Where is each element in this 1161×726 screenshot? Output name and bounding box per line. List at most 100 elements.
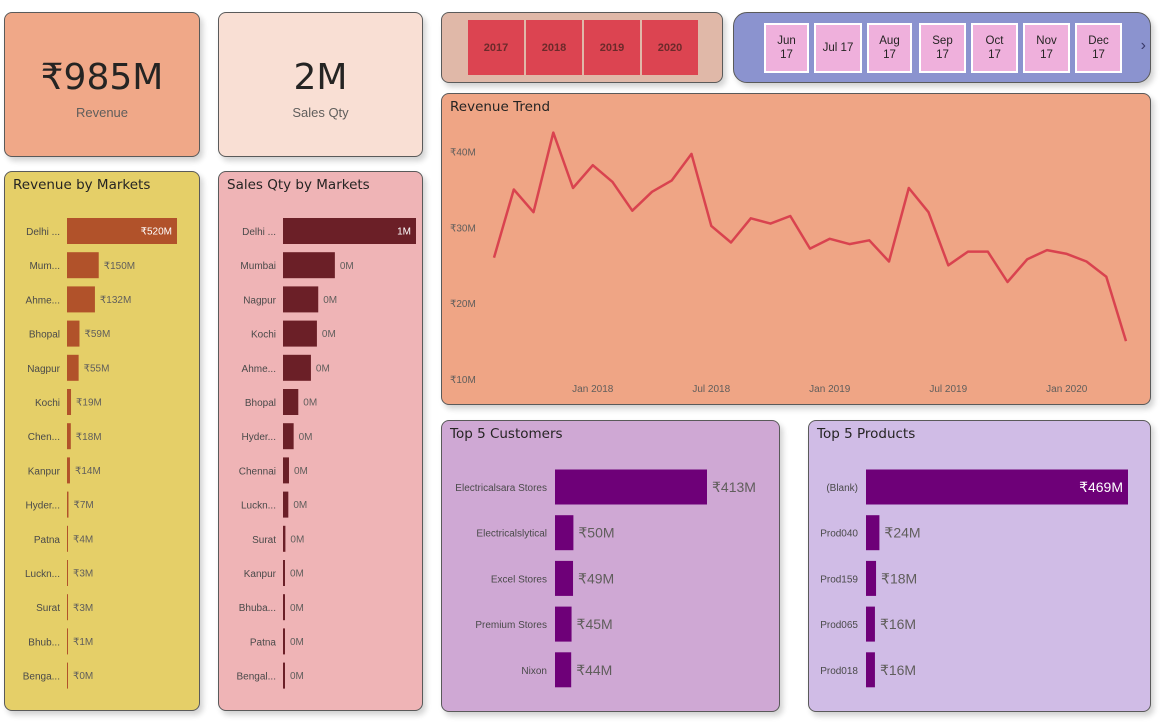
bar[interactable] (866, 652, 875, 688)
trend-point[interactable] (866, 237, 872, 243)
month-button-jun[interactable]: Jun 17 (764, 23, 809, 73)
category-label: Nagpur (243, 295, 276, 306)
year-button-2019[interactable]: 2019 (584, 20, 640, 75)
trend-point[interactable] (807, 246, 813, 252)
top5-customers-chart: Electricalsara Stores ₹413M Electricalslyt… (455, 469, 756, 688)
year-button-2018[interactable]: 2018 (526, 20, 582, 75)
trend-point[interactable] (590, 162, 596, 168)
bar[interactable] (555, 560, 574, 596)
trend-point[interactable] (649, 189, 655, 195)
bar[interactable] (283, 218, 416, 244)
bar[interactable] (555, 652, 572, 688)
category-label: Bhopal (29, 330, 60, 341)
trend-point[interactable] (1005, 279, 1011, 285)
bar[interactable] (67, 457, 70, 484)
bar[interactable] (67, 389, 72, 415)
trend-point[interactable] (827, 236, 833, 242)
trend-point[interactable] (629, 208, 635, 214)
year-button-2017[interactable]: 2017 (468, 20, 524, 75)
category-label: Patna (250, 637, 277, 648)
trend-point[interactable] (1103, 274, 1109, 280)
bar[interactable] (67, 423, 71, 450)
revenue-by-markets-chart: Delhi ... ₹520M Mum... ₹150M Ahme... ₹132M Bho… (23, 218, 177, 689)
trend-point[interactable] (1064, 251, 1070, 257)
trend-point[interactable] (1044, 247, 1050, 253)
trend-point[interactable] (491, 255, 497, 261)
revenue-trend-line[interactable] (492, 131, 1128, 342)
bar[interactable] (67, 286, 95, 313)
data-label: 0M (322, 329, 336, 340)
trend-point[interactable] (945, 262, 951, 268)
trend-point[interactable] (570, 185, 576, 191)
month-button-dec[interactable]: Dec 17 (1075, 23, 1122, 73)
bar[interactable] (67, 320, 80, 347)
bar[interactable] (283, 252, 335, 279)
bar[interactable] (67, 491, 69, 518)
year-button-2020[interactable]: 2020 (642, 20, 698, 75)
trend-point[interactable] (1123, 338, 1129, 344)
bar[interactable] (67, 628, 68, 655)
trend-point[interactable] (926, 209, 932, 215)
category-label: Hyder... (242, 432, 276, 443)
trend-point[interactable] (728, 240, 734, 246)
trend-point[interactable] (689, 151, 695, 157)
trend-point[interactable] (1084, 259, 1090, 265)
bar[interactable] (555, 515, 574, 551)
trend-point[interactable] (985, 249, 991, 255)
month-button-aug[interactable]: Aug 17 (867, 23, 912, 73)
bar[interactable] (283, 457, 289, 484)
month-button-jul[interactable]: Jul 17 (814, 23, 862, 73)
bar[interactable] (283, 320, 317, 347)
trend-point[interactable] (550, 130, 556, 136)
bar[interactable] (555, 469, 707, 505)
trend-point[interactable] (768, 221, 774, 227)
category-label: Electricalslytical (476, 529, 547, 540)
bar[interactable] (283, 662, 285, 689)
bar[interactable] (67, 525, 68, 552)
y-tick-label: ₹10M (450, 375, 476, 386)
data-label: ₹469M (1079, 479, 1123, 495)
trend-point[interactable] (531, 209, 537, 215)
bar[interactable] (67, 594, 68, 621)
top5-products-card: Top 5 Products (Blank) ₹469M Prod040 ₹24M Pr… (808, 420, 1151, 712)
data-label: 0M (290, 603, 304, 614)
bar[interactable] (866, 469, 1128, 505)
bar[interactable] (866, 560, 877, 596)
bar[interactable] (283, 628, 285, 655)
sales-qty-kpi-value: 2M (293, 57, 348, 98)
bar[interactable] (283, 423, 294, 450)
bar[interactable] (283, 286, 319, 313)
trend-point[interactable] (669, 177, 675, 183)
bar[interactable] (67, 252, 99, 279)
bar[interactable] (67, 354, 79, 381)
trend-point[interactable] (610, 179, 616, 185)
bar[interactable] (283, 354, 311, 381)
month-year: 17 (1040, 49, 1053, 61)
trend-point[interactable] (965, 249, 971, 255)
bar[interactable] (866, 515, 880, 551)
month-button-oct[interactable]: Oct 17 (971, 23, 1018, 73)
bar[interactable] (283, 525, 286, 552)
bar[interactable] (555, 606, 572, 642)
trend-point[interactable] (748, 215, 754, 221)
trend-point[interactable] (1024, 256, 1030, 262)
trend-point[interactable] (906, 185, 912, 191)
bar[interactable] (283, 491, 289, 518)
trend-point[interactable] (787, 213, 793, 219)
revenue-by-markets-title: Revenue by Markets (13, 177, 151, 193)
trend-point[interactable] (886, 259, 892, 265)
bar[interactable] (67, 662, 68, 689)
bar[interactable] (67, 560, 68, 586)
month-button-nov[interactable]: Nov 17 (1023, 23, 1070, 73)
y-tick-label: ₹30M (450, 223, 476, 234)
bar[interactable] (283, 560, 285, 586)
month-button-sep[interactable]: Sep 17 (919, 23, 966, 73)
bar[interactable] (866, 606, 875, 642)
trend-point[interactable] (847, 241, 853, 247)
trend-point[interactable] (511, 186, 517, 192)
trend-point[interactable] (708, 223, 714, 229)
chevron-right-icon[interactable]: › (1140, 37, 1146, 54)
bar[interactable] (283, 594, 285, 621)
bar[interactable] (67, 218, 177, 244)
bar[interactable] (283, 389, 299, 415)
